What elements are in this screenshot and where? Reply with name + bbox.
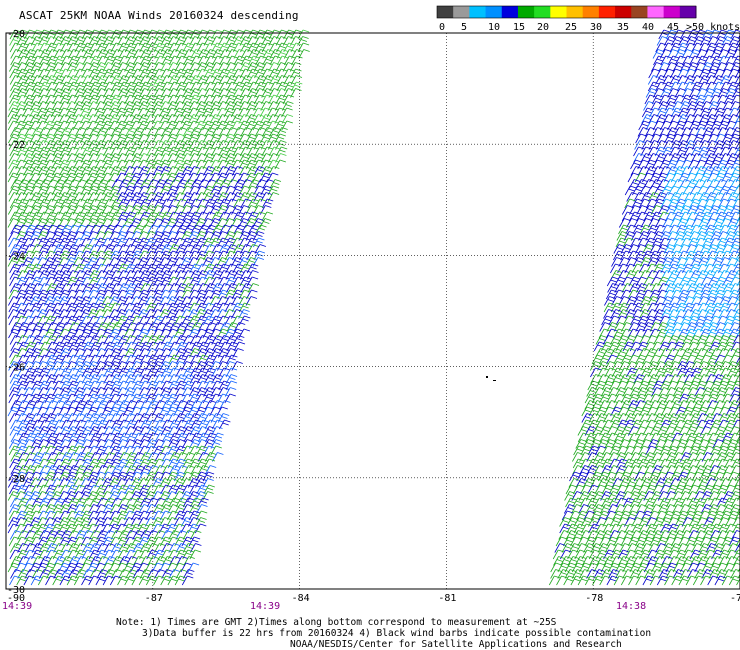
colorbar-label: 40 [642,22,654,33]
colorbar-segment [469,6,487,18]
colorbar-segment [550,6,567,18]
colorbar-segment [631,6,648,18]
lon-tick-label: -90 [7,593,25,604]
note-line-2: 3)Data buffer is 22 hrs from 20160324 4)… [142,628,652,639]
lat-tick-label: -26 [7,363,25,374]
lon-tick-label: -78 [585,593,603,604]
colorbar-segment [501,6,519,18]
map-frame [5,32,740,590]
lon-tick-label: -87 [145,593,163,604]
time-label: 14:38 [616,601,646,612]
colorbar-label: 15 [513,22,525,33]
lon-tick-label: -81 [438,593,456,604]
note-line-1: Note: 1) Times are GMT 2)Times along bot… [116,617,557,628]
colorbar-label: 10 [488,22,500,33]
lon-tick-label: -75 [730,593,740,604]
colorbar-segment [485,6,503,18]
wind-speed-colorbar: 0 5 10 15 20 25 30 35 40 45 >50 knots [436,5,740,33]
lat-tick-label: -30 [7,585,25,596]
colorbar-segment [647,6,665,18]
colorbar-label: 25 [565,22,577,33]
lat-tick-label: -28 [7,474,25,485]
colorbar-segment [615,6,632,18]
time-label: 14:39 [2,601,32,612]
colorbar-segment [679,6,697,18]
colorbar-label: 35 [617,22,629,33]
lat-lon-grid [6,33,740,589]
colorbar-segment [437,6,454,18]
colorbar-segment [663,6,681,18]
colorbar-label: 5 [461,22,467,33]
colorbar-label: 30 [590,22,602,33]
wind-barb-swaths [7,29,740,586]
time-labels: 14:39 14:39 14:38 [2,601,646,612]
colorbar-label: >50 knots [686,22,740,33]
time-label: 14:39 [250,601,280,612]
note-line-3: NOAA/NESDIS/Center for Satellite Applica… [290,639,622,650]
colorbar-segment [598,6,616,18]
latitude-labels: -20 -22 -24 -26 -28 -30 [7,29,25,596]
longitude-labels: -90 -87 -84 -81 -78 -75 [7,593,740,604]
lat-tick-label: -20 [7,29,25,40]
colorbar-label: 45 [667,22,679,33]
colorbar-segment [534,6,551,18]
colorbar-segment [582,6,600,18]
colorbar-segment [453,6,470,18]
map-title: ASCAT 25KM NOAA Winds 20160324 descendin… [19,9,299,22]
colorbar-segment [517,6,535,18]
colorbar-segment [566,6,584,18]
colorbar-label: 0 [439,22,445,33]
lat-tick-label: -22 [7,140,25,151]
lat-tick-label: -24 [7,251,25,262]
lon-tick-label: -84 [292,593,310,604]
colorbar-label: 20 [537,22,549,33]
island-marks [486,376,496,381]
